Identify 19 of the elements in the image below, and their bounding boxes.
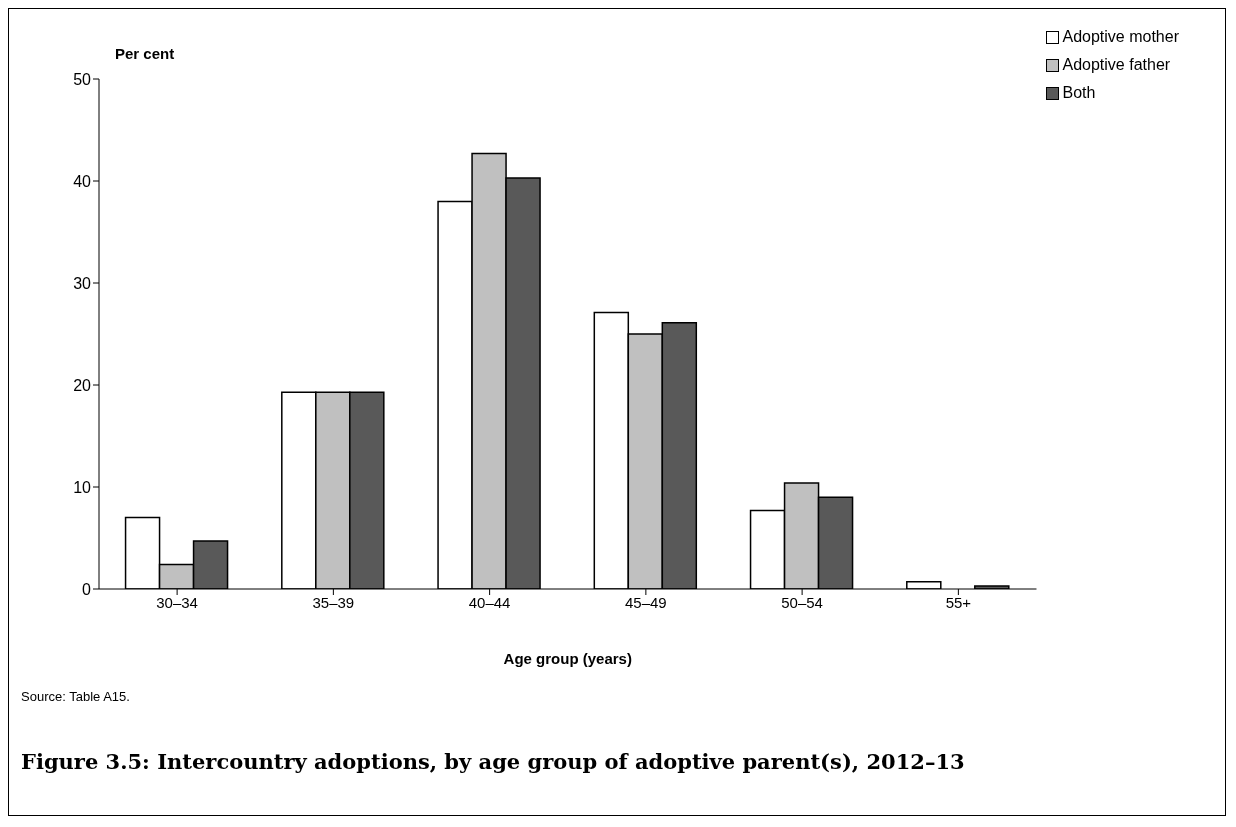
x-tick-label: 55+ [945, 593, 972, 611]
legend-label: Both [1062, 83, 1096, 103]
x-tick-label: 35–39 [312, 593, 355, 611]
x-tick-label: 50–54 [781, 593, 823, 611]
y-tick-label: 20 [73, 376, 92, 394]
y-tick-label: 10 [73, 478, 92, 496]
y-axis-title: Per cent [115, 45, 175, 62]
y-tick-label: 0 [82, 580, 92, 598]
x-tick-label: 30–34 [156, 593, 198, 611]
y-tick-label: 50 [73, 70, 92, 88]
x-axis-title: Age group (years) [503, 650, 632, 667]
legend-label: Adoptive mother [1062, 27, 1179, 47]
y-tick-label: 30 [73, 274, 92, 292]
x-tick-label: 40–44 [468, 593, 511, 611]
text: Figure 3.5: Intercountry adoptions, by age group of adoptive parent(s), 2012–13 [21, 749, 965, 774]
y-tick-label: 40 [73, 172, 92, 190]
x-tick-label: 45–49 [625, 593, 667, 611]
legend-label: Adoptive father [1062, 55, 1171, 75]
source-note: Source: Table A15. [21, 689, 130, 704]
